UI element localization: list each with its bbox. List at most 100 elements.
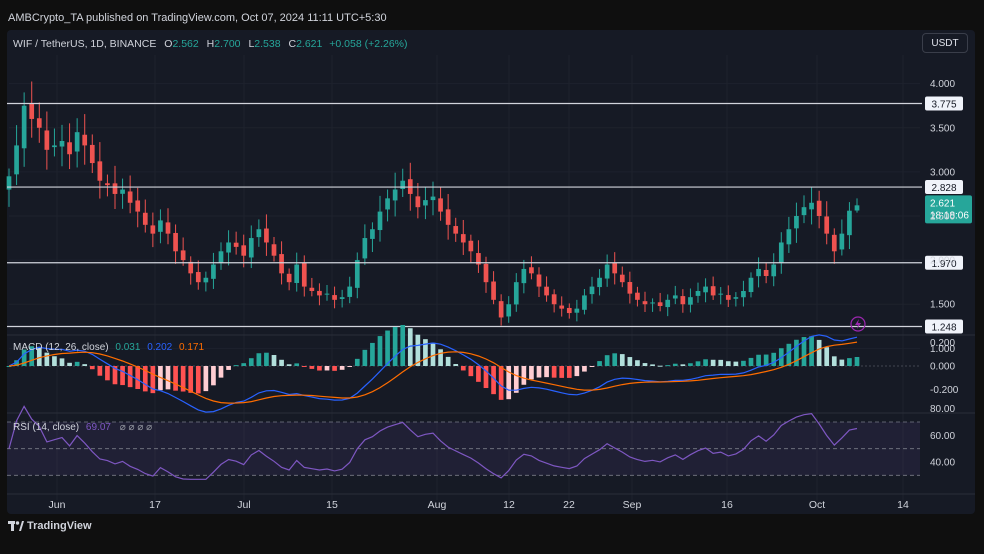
macd-histogram-bar	[135, 366, 141, 389]
level-tag-label: 1.970	[931, 259, 956, 270]
macd-axis-tick: 0.200	[930, 338, 955, 349]
candle-body	[29, 103, 35, 119]
change-value: +0.058 (+2.26%)	[329, 38, 408, 50]
candle-body	[6, 176, 12, 190]
macd-histogram-bar	[771, 352, 777, 366]
candle-body	[544, 286, 549, 296]
candle-body	[483, 263, 489, 283]
chart-area[interactable]	[7, 30, 975, 514]
macd-histogram-bar	[521, 366, 527, 385]
macd-histogram-bar	[430, 342, 436, 366]
currency-button[interactable]: USDT	[922, 33, 968, 53]
candle-body	[36, 118, 42, 128]
macd-histogram-bar	[824, 347, 830, 366]
candle-body	[627, 282, 633, 294]
candle-body	[597, 277, 602, 288]
candle-body	[748, 277, 754, 293]
candle-body	[120, 189, 125, 194]
time-axis-tick: Aug	[428, 499, 447, 511]
macd-signal-line	[8, 341, 858, 404]
macd-histogram-bar	[301, 366, 307, 367]
candle-body	[831, 234, 837, 252]
candle-body	[710, 286, 716, 296]
macd-histogram-bar	[127, 366, 133, 388]
high-label: H	[206, 38, 215, 50]
candle-body	[725, 295, 731, 300]
macd-histogram-bar	[44, 352, 50, 366]
candle-body	[650, 302, 655, 304]
macd-histogram-bar	[423, 339, 428, 366]
candle-body	[309, 287, 315, 291]
macd-histogram-bar	[97, 366, 103, 376]
time-axis-tick: 12	[503, 499, 515, 511]
candle-body	[82, 134, 88, 146]
price-axis-tick: 1.000	[930, 344, 955, 355]
candle-body	[44, 130, 50, 150]
candle-body	[604, 264, 610, 279]
macd-histogram-bar	[392, 326, 398, 366]
candle-body	[816, 200, 822, 216]
macd-histogram-bar	[150, 366, 156, 394]
macd-histogram-bar	[816, 339, 822, 366]
candle-body	[339, 297, 345, 299]
time-axis-tick: 22	[563, 499, 575, 511]
candle-body	[370, 229, 375, 239]
macd-histogram-bar	[854, 356, 860, 366]
level-tag	[925, 255, 963, 270]
candle-body	[59, 141, 65, 147]
time-axis-tick: Jul	[237, 499, 250, 511]
candle-body	[559, 305, 565, 309]
macd-histogram-bar	[438, 349, 443, 366]
macd-layer	[6, 324, 920, 413]
macd-histogram-bar	[415, 334, 421, 366]
macd-histogram-bar	[105, 366, 110, 381]
macd-histogram-bar	[173, 366, 178, 391]
time-axis-tick: 17	[149, 499, 161, 511]
level-tag	[925, 96, 963, 111]
candle-body	[423, 200, 428, 206]
candle-body	[801, 207, 807, 216]
macd-histogram-bar	[279, 359, 284, 366]
level-tag-label: 3.775	[931, 100, 956, 111]
macd-histogram-bar	[604, 355, 610, 366]
macd-histogram-bar	[52, 356, 57, 366]
macd-histogram-bar	[59, 358, 65, 366]
candle-body	[635, 292, 640, 300]
candle-body	[529, 267, 534, 274]
macd-histogram-bar	[529, 366, 534, 380]
macd-histogram-bar	[354, 358, 360, 366]
candle-body	[248, 238, 254, 258]
macd-histogram-bar	[14, 360, 19, 366]
candle-body	[513, 282, 519, 305]
macd-histogram-bar	[627, 357, 633, 366]
candle-body	[362, 238, 368, 259]
price-axis-tick: 3.500	[930, 123, 955, 134]
candle-body	[52, 145, 57, 148]
macd-histogram-bar	[82, 364, 88, 366]
candle-body	[453, 226, 459, 234]
macd-histogram-bar	[756, 354, 761, 366]
price-axis-tick: 1.500	[930, 300, 955, 311]
macd-histogram-bar	[445, 356, 451, 366]
candle-body	[642, 301, 648, 305]
macd-histogram-bar	[491, 366, 496, 395]
high-value: 2.700	[214, 38, 241, 50]
macd-axis-tick: -0.200	[930, 385, 959, 396]
macd-histogram-bar	[36, 346, 42, 366]
candle-body	[21, 105, 27, 149]
candle-body	[680, 296, 686, 305]
rsi-visibility-icons[interactable]: ⌀ ⌀ ⌀ ⌀	[119, 422, 153, 433]
macd-histogram-bar	[29, 346, 35, 366]
tradingview-footer[interactable]: TradingView	[8, 520, 92, 532]
macd-histogram-bar	[748, 357, 754, 366]
macd-histogram-bar	[120, 366, 125, 386]
time-axis-tick: Oct	[809, 499, 825, 511]
macd-histogram-bar	[551, 366, 557, 378]
macd-histogram-bar	[831, 356, 837, 366]
candle-body	[127, 191, 133, 203]
macd-histogram-bar	[377, 336, 383, 366]
candle-body	[672, 295, 678, 299]
close-value: 2.621	[296, 38, 323, 50]
